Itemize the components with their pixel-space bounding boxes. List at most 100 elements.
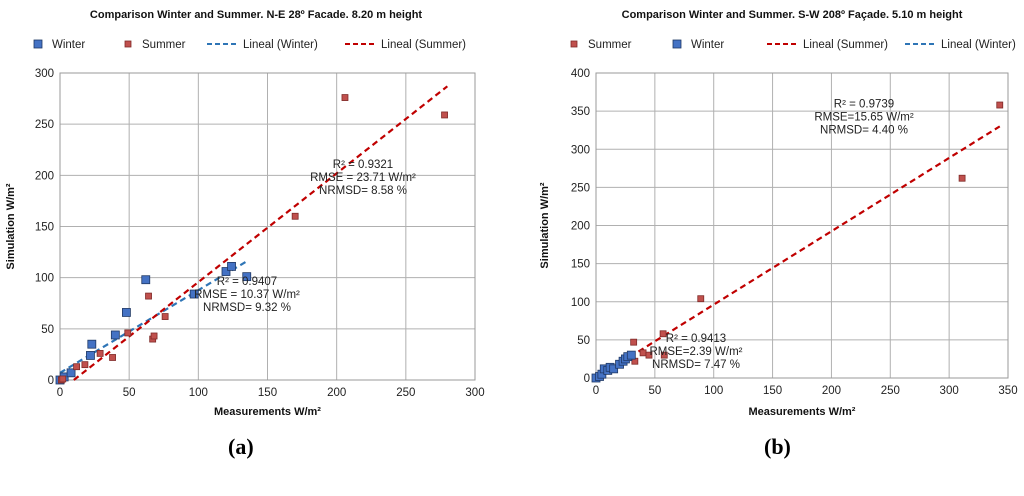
plot-frame: [595, 72, 1009, 379]
x-tick-label: 250: [396, 387, 415, 399]
fit-annotation: NRMSD= 8.58 %: [319, 185, 407, 197]
data-point-winter: [242, 272, 252, 282]
legend-label: Lineal (Winter): [941, 39, 1016, 51]
data-point-summer: [150, 332, 158, 340]
data-point-summer: [639, 349, 647, 357]
fit-annotation: NRMSD= 4.40 %: [820, 124, 908, 136]
data-point-summer: [161, 313, 169, 320]
fit-annotation: NRMSD= 7.47 %: [652, 359, 740, 371]
x-tick-label: 150: [763, 385, 782, 397]
data-point-summer: [660, 351, 668, 359]
data-point-winter: [221, 267, 231, 276]
data-point-summer: [659, 330, 667, 338]
data-point-winter: [87, 339, 97, 349]
x-tick-label: 200: [327, 387, 346, 399]
fit-annotation: RMSE=2.39 W/m²: [650, 346, 743, 358]
x-axis-title: Measurements W/m²: [214, 406, 321, 418]
fit-annotation: R² = 0.9413: [666, 333, 726, 345]
x-tick-label: 200: [822, 385, 841, 397]
legend-marker-summer: [570, 40, 578, 48]
data-point-summer: [59, 375, 67, 383]
x-tick-label: 100: [189, 387, 208, 399]
legend-label: Winter: [52, 39, 85, 51]
x-tick-label: 0: [57, 387, 63, 399]
x-tick-label: 100: [704, 385, 723, 397]
legend-label: Winter: [691, 39, 724, 51]
data-point-summer: [73, 363, 80, 371]
data-point-summer: [958, 174, 966, 182]
data-point-winter: [626, 350, 636, 360]
legend-marker-winter: [33, 39, 43, 49]
x-axis-title: Measurements W/m²: [749, 406, 856, 418]
data-point-winter: [86, 351, 95, 360]
y-tick-label: 200: [35, 170, 54, 182]
fit-annotation: NRMSD= 9.32 %: [203, 302, 291, 314]
fit-annotation: R² = 0.9407: [217, 276, 277, 288]
y-tick-label: 150: [35, 222, 54, 234]
chart-a: Comparison Winter and Summer. N-E 28º Fa…: [5, 9, 485, 418]
fit-annotation: RMSE = 10.37 W/m²: [194, 289, 300, 301]
y-tick-label: 100: [571, 297, 590, 309]
x-tick-label: 300: [940, 385, 959, 397]
legend-marker-summer: [124, 40, 132, 48]
x-tick-label: 300: [465, 387, 484, 399]
y-tick-label: 150: [571, 259, 590, 271]
fit-annotation: RMSE=15.65 W/m²: [814, 111, 914, 123]
data-point-winter: [66, 368, 76, 378]
legend-label: Lineal (Winter): [243, 39, 318, 51]
data-point-winter: [227, 262, 236, 271]
data-point-winter: [141, 275, 151, 285]
data-point-summer: [996, 101, 1004, 109]
data-point-summer: [96, 349, 104, 357]
data-point-summer: [697, 295, 705, 303]
y-tick-label: 250: [35, 119, 54, 131]
y-tick-label: 300: [571, 144, 590, 156]
data-point-summer: [124, 329, 132, 337]
fit-annotation: R² = 0.9321: [333, 159, 393, 171]
panel-b: Comparison Winter and Summer. S-W 208º F…: [512, 0, 1024, 496]
y-tick-label: 0: [48, 375, 54, 387]
x-tick-label: 150: [258, 387, 277, 399]
data-point-winter: [189, 289, 199, 299]
y-tick-label: 0: [584, 373, 590, 385]
y-tick-label: 200: [571, 221, 590, 233]
x-tick-label: 0: [593, 385, 599, 397]
legend-marker-winter: [672, 39, 682, 49]
legend-label: Summer: [142, 39, 186, 51]
data-point-winter: [609, 364, 619, 374]
y-tick-label: 250: [571, 182, 590, 194]
x-tick-label: 350: [998, 385, 1017, 397]
y-tick-label: 100: [35, 273, 54, 285]
data-point-summer: [291, 212, 299, 220]
data-point-summer: [341, 94, 349, 101]
fit-annotation: R² = 0.9739: [834, 98, 894, 110]
fit-annotation: RMSE = 23.71 W/m²: [310, 172, 416, 184]
y-tick-label: 300: [35, 68, 54, 80]
data-point-summer: [109, 354, 116, 361]
panel-label-b: (b): [764, 434, 791, 459]
x-tick-label: 50: [123, 387, 136, 399]
legend-label: Summer: [588, 39, 632, 51]
data-point-summer: [145, 292, 152, 300]
y-axis-title: Simulation W/m²: [539, 182, 551, 269]
panel-a: Comparison Winter and Summer. N-E 28º Fa…: [5, 9, 485, 459]
chart-b: Comparison Winter and Summer. S-W 208º F…: [539, 9, 1018, 418]
data-point-summer: [630, 338, 638, 346]
data-point-summer: [645, 351, 653, 359]
plot-frame: [59, 72, 476, 381]
chart-title: Comparison Winter and Summer. N-E 28º Fa…: [90, 9, 423, 21]
legend-label: Lineal (Summer): [803, 39, 888, 51]
data-point-winter: [122, 308, 131, 317]
data-point-summer: [81, 361, 89, 369]
y-tick-label: 350: [571, 106, 590, 118]
data-point-winter: [110, 330, 120, 340]
chart-title: Comparison Winter and Summer. S-W 208º F…: [622, 9, 963, 21]
panel-label-a: (a): [228, 434, 254, 459]
trendline-0: [59, 260, 248, 374]
y-tick-label: 50: [41, 324, 54, 336]
y-tick-label: 400: [571, 68, 590, 80]
data-point-summer: [441, 111, 448, 119]
trendline-1: [73, 85, 449, 381]
y-tick-label: 50: [577, 335, 590, 347]
x-tick-label: 50: [648, 385, 661, 397]
